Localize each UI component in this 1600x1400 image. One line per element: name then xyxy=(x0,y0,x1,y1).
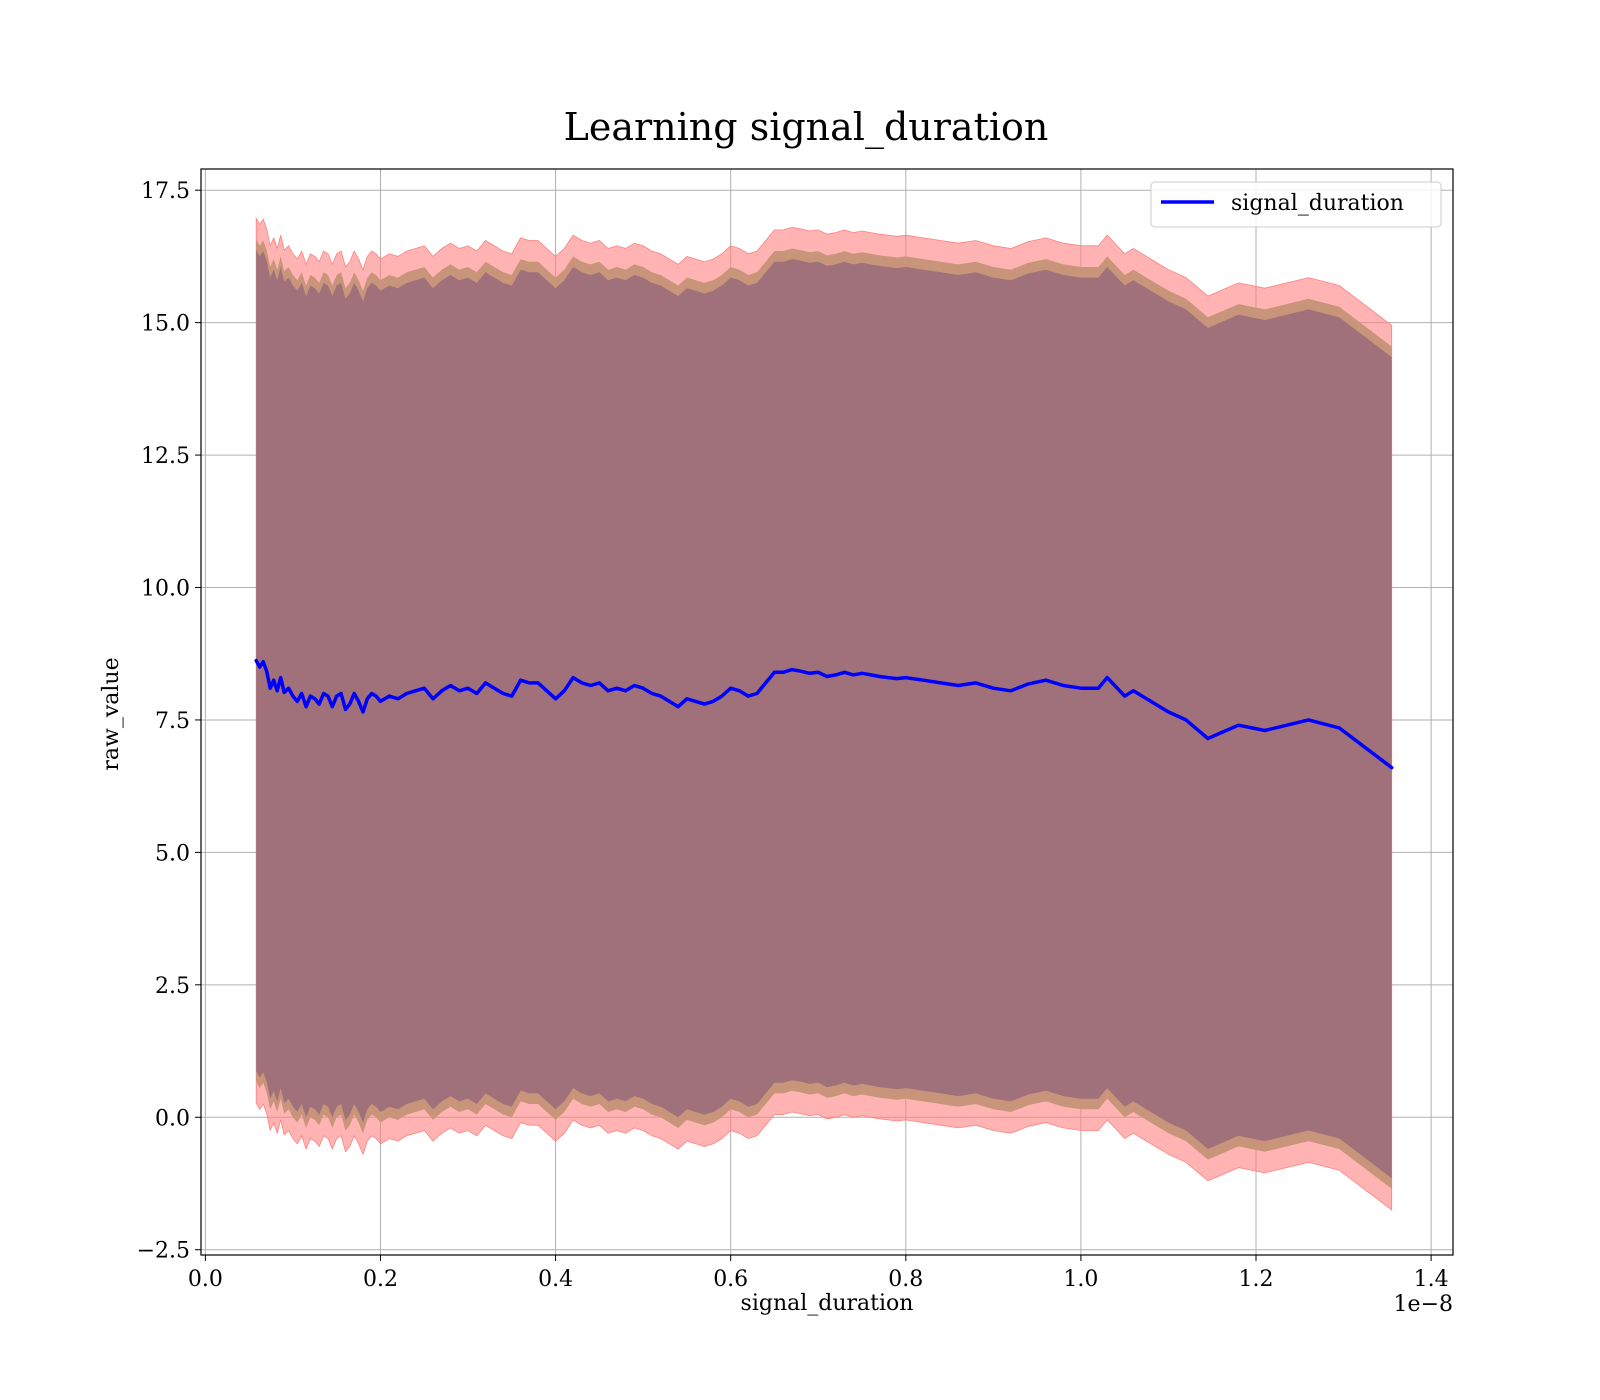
legend-label: signal_duration xyxy=(1231,191,1404,216)
y-axis-title: raw_value xyxy=(99,657,124,770)
plot-frame xyxy=(200,168,1454,1256)
x-axis-title: signal_duration xyxy=(741,1291,914,1316)
confidence-bands xyxy=(255,216,1393,1211)
y-tick-label: 17.5 xyxy=(141,179,190,204)
y-tick-label: 2.5 xyxy=(155,974,190,999)
band-inner xyxy=(256,250,1392,1179)
x-tick-label: 0.8 xyxy=(888,1267,923,1292)
y-tick-label: 7.5 xyxy=(155,709,190,734)
y-tick-label: 10.0 xyxy=(141,577,190,602)
x-tick-label: 0.0 xyxy=(188,1267,223,1292)
x-tick-label: 1.0 xyxy=(1063,1267,1098,1292)
y-tick-label: −2.5 xyxy=(137,1239,190,1264)
x-tick-label: 0.4 xyxy=(538,1267,573,1292)
series-line-signal-duration xyxy=(254,658,1394,770)
y-tick-label: 15.0 xyxy=(141,312,190,337)
y-tick-label: 5.0 xyxy=(155,841,190,866)
axis-ticks: 0.0 0.2 0.4 0.6 0.8 1.0 1.2 1.4 −2.5 0.0 2.5 5.0 7.5… xyxy=(137,179,1449,1292)
x-tick-label: 1.4 xyxy=(1414,1267,1449,1292)
y-tick-label: 12.5 xyxy=(141,444,190,469)
chart-title: Learning signal_duration xyxy=(564,105,1049,150)
legend-box xyxy=(1150,181,1442,228)
y-tick-label: 0.0 xyxy=(155,1106,190,1131)
series-lines xyxy=(254,658,1394,770)
x-tick-label: 0.2 xyxy=(363,1267,398,1292)
legend: signal_duration xyxy=(1150,181,1442,228)
x-tick-label: 1.2 xyxy=(1239,1267,1274,1292)
x-axis-offset-label: 1e−8 xyxy=(1394,1292,1453,1317)
x-tick-label: 0.6 xyxy=(713,1267,748,1292)
